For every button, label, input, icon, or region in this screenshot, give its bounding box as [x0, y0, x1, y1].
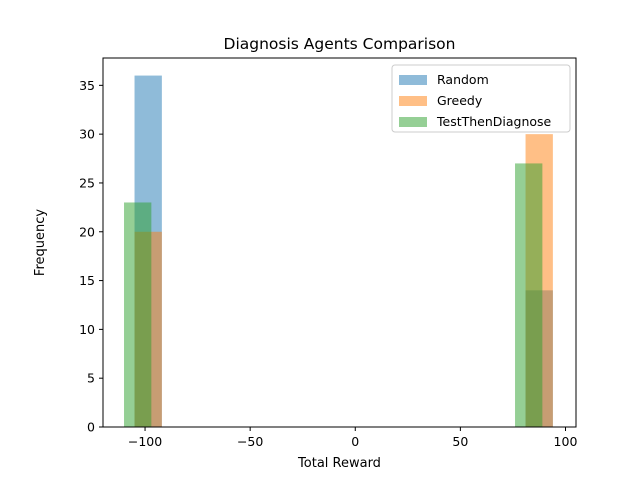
legend-label-greedy: Greedy [437, 93, 483, 108]
y-tick-label: 30 [79, 127, 95, 142]
x-tick-label: 50 [452, 434, 468, 449]
y-axis-ticks: 0 5 10 15 20 25 30 35 [79, 78, 103, 435]
x-tick-label: −50 [237, 434, 263, 449]
x-axis-label: Total Reward [297, 456, 381, 471]
legend-swatch-testthendiagnose [399, 117, 427, 127]
bars-layer [124, 75, 553, 428]
legend-swatch-random [399, 75, 427, 85]
y-tick-label: 10 [79, 322, 95, 337]
x-tick-label: 0 [351, 434, 359, 449]
bar-testthendiagnose-0 [124, 202, 152, 427]
y-tick-label: 25 [79, 175, 95, 190]
legend-swatch-greedy [399, 96, 427, 106]
x-axis-ticks: −100 −50 0 50 100 [128, 427, 578, 449]
y-tick-label: 5 [87, 371, 95, 386]
bar-testthendiagnose-1 [515, 163, 543, 427]
y-tick-label: 15 [79, 273, 95, 288]
legend: Random Greedy TestThenDiagnose [391, 64, 571, 133]
y-tick-label: 20 [79, 224, 95, 239]
y-axis-label: Frequency [33, 209, 48, 276]
legend-label-testthendiagnose: TestThenDiagnose [436, 114, 552, 129]
y-tick-label: 35 [79, 78, 95, 93]
chart-title: Diagnosis Agents Comparison [224, 35, 456, 53]
plot-frame [102, 57, 577, 428]
x-tick-label: 100 [554, 434, 578, 449]
y-tick-label: 0 [87, 420, 95, 435]
legend-label-random: Random [437, 72, 489, 87]
legend-box [391, 64, 571, 133]
x-tick-label: −100 [128, 434, 162, 449]
